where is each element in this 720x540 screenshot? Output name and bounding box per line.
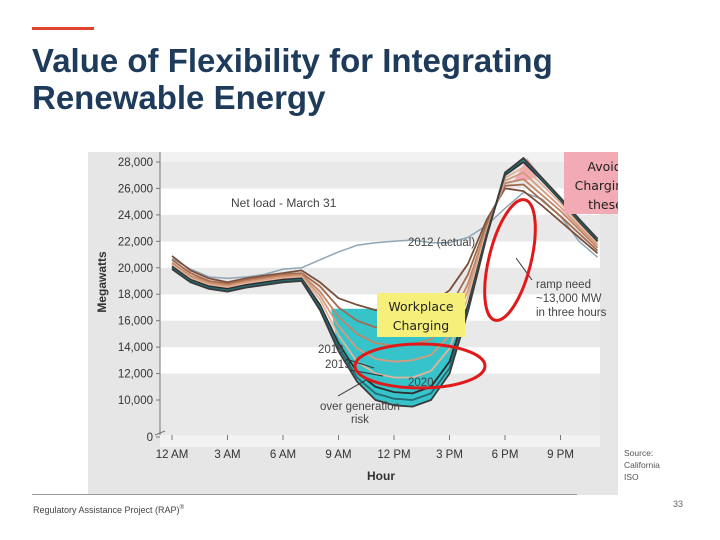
net-load-label: Net load - March 31 — [231, 196, 337, 210]
series-line-2020 — [171, 157, 599, 408]
x-tick-label: 6 PM — [492, 449, 519, 461]
x-tick-label: 12 PM — [377, 449, 410, 461]
footer-rule — [32, 494, 577, 495]
home-callout-line-3: these hours — [588, 197, 618, 212]
series-line-2018 — [171, 161, 599, 395]
overgen-leader-line — [337, 379, 367, 397]
title-accent-rule — [32, 27, 94, 30]
ramp-need-line-2: ~13,000 MW — [536, 293, 602, 305]
title-line-1: Value of Flexibility for Integrating — [32, 42, 553, 79]
y-tick-label: 18,000 — [118, 289, 153, 301]
y-tick-label: 14,000 — [118, 342, 153, 354]
workplace-charging-callout — [377, 293, 465, 337]
x-tick-label: 12 AM — [156, 449, 189, 461]
page-number: 33 — [673, 499, 684, 509]
slide-title: Value of Flexibility for Integrating Ren… — [32, 42, 632, 116]
grid-band — [160, 214, 600, 242]
label-2018-leader — [345, 358, 375, 369]
footer-credit: Regulatory Assistance Project (RAP)® — [33, 505, 184, 515]
grid-band — [160, 400, 600, 435]
x-axis-ticks: 12 AM 3 AM 6 AM 9 AM 12 PM 3 PM 6 PM 9 PM — [156, 435, 574, 461]
y-axis-label: Megawatts — [95, 251, 109, 313]
duck-curve-chart: 0 10,000 12,000 14,000 16,000 18,000 20,000 22,… — [88, 152, 687, 495]
label-2020: 2020 — [408, 377, 434, 389]
chart-svg: 0 10,000 12,000 14,000 16,000 18,000 20,000 22,… — [88, 152, 687, 495]
workplace-callout-line-2: Charging — [393, 318, 450, 333]
x-axis-label: Hour — [367, 469, 395, 483]
y-tick-label: 12,000 — [118, 369, 153, 381]
y-tick-label: 16,000 — [118, 316, 153, 328]
over-generation-line-1: over generation — [320, 401, 400, 413]
x-tick-label: 3 AM — [214, 449, 240, 461]
home-callout-line-2: Charging during — [575, 178, 618, 193]
ramp-highlight-circle — [483, 198, 537, 322]
x-tick-label: 3 PM — [436, 449, 463, 461]
ramp-need-line-3: in three hours — [536, 307, 607, 319]
over-generation-line-2: risk — [351, 414, 369, 426]
footer-org: Regulatory Assistance Project (RAP) — [33, 505, 180, 515]
y-tick-label: 24,000 — [118, 210, 153, 222]
axis-break-mark — [154, 430, 166, 436]
x-tick-label: 9 AM — [325, 449, 351, 461]
title-line-2: Renewable Energy — [32, 79, 326, 116]
home-charging-peak-fill — [514, 158, 541, 181]
y-tick-label: 22,000 — [118, 236, 153, 248]
y-tick-label: 28,000 — [118, 157, 153, 169]
y-tick-label: 10,000 — [118, 395, 153, 407]
x-tick-label: 6 AM — [270, 449, 296, 461]
series-line-2015 — [171, 178, 599, 347]
ramp-need-line-1: ramp need — [536, 279, 591, 291]
source-line-1: Source: — [624, 448, 654, 458]
y-axis-ticks: 0 10,000 12,000 14,000 16,000 18,000 20,000 22,… — [118, 157, 160, 444]
source-line-2: California — [624, 460, 660, 470]
series-line-2017 — [171, 166, 599, 379]
source-line-3: ISO — [624, 472, 639, 482]
overgen-highlight-circle — [353, 342, 487, 390]
series-line-2019 — [171, 158, 599, 401]
workplace-callout-line-1: Workplace — [388, 299, 454, 314]
y-tick-label: 20,000 — [118, 263, 153, 275]
registered-mark: ® — [179, 505, 184, 511]
grid-band — [160, 241, 600, 268]
label-2012-actual: 2012 (actual) — [408, 237, 475, 249]
ramp-leader-line — [515, 257, 533, 281]
x-tick-label: 9 PM — [547, 449, 574, 461]
label-2019: 2019 — [325, 359, 351, 371]
home-callout-line-1: Avoid Home — [587, 159, 618, 174]
label-2018: 2018 — [318, 344, 344, 356]
y-tick-label: 26,000 — [118, 183, 153, 195]
series-line-2016 — [171, 171, 599, 363]
y-tick-label: 0 — [147, 432, 153, 444]
source-note: Source: California ISO — [624, 447, 684, 483]
